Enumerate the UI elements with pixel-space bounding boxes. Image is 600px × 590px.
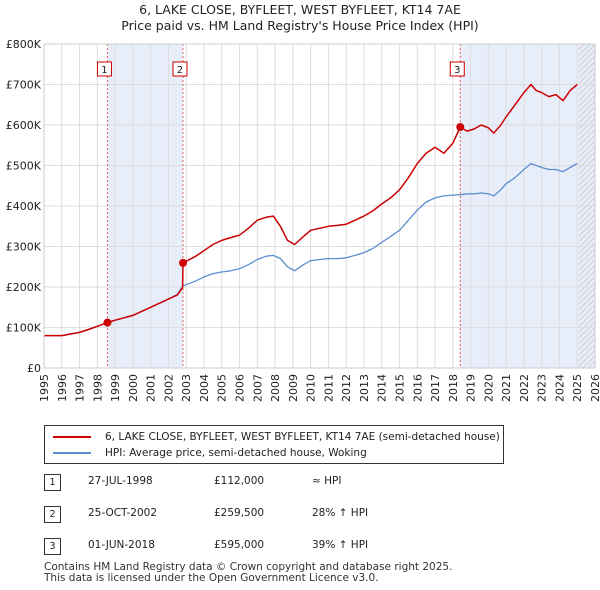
plot-frame [43, 43, 596, 369]
sale-price: £259,500 [214, 507, 265, 519]
sale-date: 25-OCT-2002 [88, 507, 157, 519]
x-tick-label: 2014 [376, 374, 389, 402]
x-tick-label: 1998 [91, 374, 104, 402]
legend: 6, LAKE CLOSE, BYFLEET, WEST BYFLEET, KT… [44, 425, 504, 464]
sale-marker [103, 318, 112, 327]
x-tick-label: 2018 [447, 374, 460, 402]
chart-title: 6, LAKE CLOSE, BYFLEET, WEST BYFLEET, KT… [139, 2, 461, 17]
sale-hpi-comparison: 28% ↑ HPI [312, 507, 369, 519]
x-tick-label: 2024 [553, 374, 566, 402]
sale-row: 2 25-OCT-2002 £259,500 28% ↑ HPI [44, 506, 564, 523]
x-tick-label: 2025 [571, 374, 584, 402]
x-tick-label: 2002 [162, 374, 175, 402]
x-tick-label: 2003 [180, 374, 193, 402]
sale-number-box: 2 [172, 61, 188, 77]
sale-number: 3 [44, 538, 61, 555]
y-tick-label: £600K [6, 119, 42, 132]
sale-number-box: 1 [96, 61, 112, 77]
x-tick-label: 2007 [251, 374, 264, 402]
price-chart: £0 £100K £200K £300K £400K £500K £600K £700K £80… [6, 38, 600, 402]
chart-subtitle: Price paid vs. HM Land Registry's House … [121, 18, 479, 33]
sale-number-box: 3 [449, 61, 465, 77]
x-tick-label: 2011 [322, 374, 335, 402]
sale-number-box-frame [449, 61, 465, 77]
sale-number: 2 [44, 506, 61, 523]
x-tick-label: 1995 [38, 374, 51, 402]
x-tick-label: 2010 [305, 374, 318, 402]
legend-item-property: 6, LAKE CLOSE, BYFLEET, WEST BYFLEET, KT… [53, 429, 500, 445]
x-tick-label: 2022 [518, 374, 531, 402]
sale-number: 1 [44, 474, 61, 491]
sale-marker [456, 123, 465, 132]
sale-row: 3 01-JUN-2018 £595,000 39% ↑ HPI [44, 538, 564, 555]
x-tick-label: 2023 [536, 374, 549, 402]
sale-number-label: 3 [454, 65, 460, 76]
x-tick-label: 2017 [429, 374, 442, 402]
sale-number-label: 2 [177, 65, 183, 76]
x-tick-label: 2026 [589, 374, 600, 402]
y-tick-label: £700K [6, 79, 42, 92]
x-tick-label: 1996 [56, 374, 69, 402]
x-tick-label: 2019 [465, 374, 478, 402]
sale-number-box-frame [172, 61, 188, 77]
legend-label-property: 6, LAKE CLOSE, BYFLEET, WEST BYFLEET, KT… [105, 431, 500, 443]
y-tick-label: £400K [6, 200, 42, 213]
legend-swatch-property [53, 436, 91, 438]
x-tick-label: 2020 [482, 374, 495, 402]
sale-number-box-frame [96, 61, 112, 77]
sale-date: 01-JUN-2018 [88, 539, 155, 551]
sale-row: 1 27-JUL-1998 £112,000 ≈ HPI [44, 474, 564, 491]
x-tick-label: 1999 [109, 374, 122, 402]
x-tick-label: 2009 [287, 374, 300, 402]
footer-copyright: Contains HM Land Registry data © Crown c… [44, 561, 453, 573]
sale-marker [178, 258, 187, 267]
x-tick-label: 2006 [234, 374, 247, 402]
y-tick-label: £800K [6, 38, 42, 51]
sale-hpi-comparison: 39% ↑ HPI [312, 539, 369, 551]
legend-swatch-hpi [53, 452, 91, 454]
legend-label-hpi: HPI: Average price, semi-detached house,… [105, 447, 367, 459]
sale-hpi-comparison: ≈ HPI [312, 475, 342, 487]
y-tick-label: £0 [27, 362, 41, 375]
x-tick-label: 2001 [145, 374, 158, 402]
x-tick-label: 2008 [269, 374, 282, 402]
x-tick-label: 1997 [74, 374, 87, 402]
property-price-line [44, 83, 578, 337]
sale-price: £112,000 [214, 475, 265, 487]
x-tick-label: 2016 [411, 374, 424, 402]
x-tick-label: 2000 [127, 374, 140, 402]
sale-price: £595,000 [214, 539, 265, 551]
y-tick-label: £300K [6, 241, 42, 254]
y-tick-label: £100K [6, 322, 42, 335]
sale-date: 27-JUL-1998 [88, 475, 153, 487]
sale-number-label: 1 [101, 65, 107, 76]
y-tick-label: £500K [6, 160, 42, 173]
x-tick-label: 2013 [358, 374, 371, 402]
legend-item-hpi: HPI: Average price, semi-detached house,… [53, 445, 367, 461]
x-tick-label: 2004 [198, 374, 211, 402]
y-tick-label: £200K [6, 281, 42, 294]
x-tick-label: 2012 [340, 374, 353, 402]
footer-license: This data is licensed under the Open Gov… [44, 572, 379, 584]
x-tick-label: 2021 [500, 374, 513, 402]
x-tick-label: 2005 [216, 374, 229, 402]
x-tick-label: 2015 [393, 374, 406, 402]
